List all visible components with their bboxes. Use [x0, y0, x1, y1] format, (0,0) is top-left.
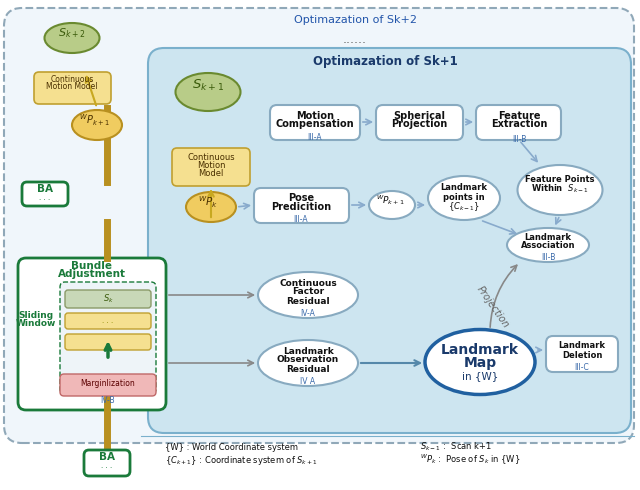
- Text: $^WP_k$: $^WP_k$: [198, 194, 218, 210]
- Text: Landmark: Landmark: [440, 183, 488, 193]
- Text: $S_{k}$: $S_{k}$: [102, 293, 113, 305]
- FancyBboxPatch shape: [476, 105, 561, 140]
- Text: Spherical: Spherical: [393, 111, 445, 121]
- Text: Optimazation of Sk+2: Optimazation of Sk+2: [294, 15, 417, 25]
- Text: . . .: . . .: [101, 463, 113, 469]
- Text: IV-A: IV-A: [301, 309, 316, 318]
- Text: $S_{k-1}$ :  Scan k+1: $S_{k-1}$ : Scan k+1: [420, 441, 492, 453]
- Text: BA: BA: [99, 452, 115, 462]
- FancyBboxPatch shape: [22, 182, 68, 206]
- FancyBboxPatch shape: [65, 334, 151, 350]
- Text: Association: Association: [521, 242, 575, 250]
- FancyBboxPatch shape: [60, 374, 156, 396]
- FancyBboxPatch shape: [18, 258, 166, 410]
- Text: Continuous: Continuous: [51, 75, 93, 84]
- Text: in {W}: in {W}: [462, 371, 498, 381]
- Text: Optimazation of Sk+1: Optimazation of Sk+1: [312, 55, 458, 69]
- FancyBboxPatch shape: [65, 290, 151, 308]
- Text: IV-B: IV-B: [100, 395, 115, 405]
- Text: Window: Window: [16, 318, 56, 327]
- Text: III-C: III-C: [575, 363, 589, 371]
- Text: Model: Model: [198, 169, 224, 177]
- Text: Residual: Residual: [286, 365, 330, 373]
- Text: III-A: III-A: [308, 132, 323, 142]
- Ellipse shape: [369, 191, 415, 219]
- FancyBboxPatch shape: [270, 105, 360, 140]
- Text: Continuous: Continuous: [279, 278, 337, 288]
- FancyBboxPatch shape: [84, 450, 130, 476]
- Text: $^WP_{k+1}$: $^WP_{k+1}$: [376, 193, 404, 207]
- Ellipse shape: [72, 110, 122, 140]
- Ellipse shape: [428, 176, 500, 220]
- Text: Compensation: Compensation: [276, 119, 355, 129]
- Text: points in: points in: [443, 193, 485, 201]
- Text: . . .: . . .: [102, 318, 114, 324]
- Ellipse shape: [45, 23, 99, 53]
- Text: III-A: III-A: [294, 216, 308, 224]
- Text: Motion: Motion: [196, 161, 225, 170]
- Text: Landmark: Landmark: [441, 343, 519, 357]
- Ellipse shape: [258, 272, 358, 318]
- FancyBboxPatch shape: [172, 148, 250, 186]
- Text: Marginlization: Marginlization: [81, 378, 136, 388]
- FancyBboxPatch shape: [4, 8, 634, 443]
- Ellipse shape: [518, 165, 602, 215]
- Text: $S_{k+2}$: $S_{k+2}$: [58, 26, 86, 40]
- Text: Adjustment: Adjustment: [58, 269, 126, 279]
- Text: {W} : World Coordinate system: {W} : World Coordinate system: [165, 442, 298, 451]
- Text: $\{C_{k-1}\}$: $\{C_{k-1}\}$: [448, 200, 480, 213]
- FancyBboxPatch shape: [65, 313, 151, 329]
- Text: Factor: Factor: [292, 288, 324, 296]
- Text: Continuous: Continuous: [187, 152, 235, 162]
- Text: Motion Model: Motion Model: [46, 82, 98, 92]
- Text: Projection: Projection: [475, 284, 511, 330]
- FancyBboxPatch shape: [546, 336, 618, 372]
- Text: Residual: Residual: [286, 296, 330, 305]
- FancyBboxPatch shape: [254, 188, 349, 223]
- Text: Motion: Motion: [296, 111, 334, 121]
- Text: BA: BA: [37, 184, 53, 194]
- Text: Extraction: Extraction: [491, 119, 547, 129]
- Text: Landmark: Landmark: [525, 232, 572, 242]
- Text: Bundle: Bundle: [72, 261, 113, 271]
- Text: Sliding: Sliding: [19, 311, 54, 319]
- Text: $^WP_{k+1}$: $^WP_{k+1}$: [79, 112, 109, 128]
- Ellipse shape: [258, 340, 358, 386]
- Text: Feature Points: Feature Points: [525, 175, 595, 185]
- Ellipse shape: [186, 192, 236, 222]
- Text: ......: ......: [343, 33, 367, 47]
- Text: Pose: Pose: [288, 193, 314, 203]
- Text: Deletion: Deletion: [562, 350, 602, 360]
- Text: Landmark: Landmark: [559, 342, 605, 350]
- Ellipse shape: [425, 329, 535, 394]
- Text: Projection: Projection: [391, 119, 447, 129]
- Text: $S_{k+1}$: $S_{k+1}$: [192, 77, 224, 93]
- Text: III-B: III-B: [512, 136, 526, 145]
- Text: Within  $S_{k-1}$: Within $S_{k-1}$: [531, 183, 589, 195]
- Text: III-B: III-B: [541, 253, 555, 263]
- Ellipse shape: [175, 73, 241, 111]
- FancyBboxPatch shape: [148, 48, 631, 433]
- Text: $\{C_{k+1}\}$ : Coordinate system of $S_{k+1}$: $\{C_{k+1}\}$ : Coordinate system of $S_…: [165, 454, 317, 466]
- Text: Observation: Observation: [277, 356, 339, 365]
- Text: . . .: . . .: [40, 195, 51, 201]
- Ellipse shape: [507, 228, 589, 262]
- Text: Predicition: Predicition: [271, 202, 331, 212]
- Text: $^WP_k$ :  Pose of $S_k$ in {W}: $^WP_k$ : Pose of $S_k$ in {W}: [420, 453, 520, 467]
- FancyBboxPatch shape: [60, 282, 156, 394]
- FancyBboxPatch shape: [376, 105, 463, 140]
- Text: Feature: Feature: [498, 111, 540, 121]
- FancyBboxPatch shape: [34, 72, 111, 104]
- Text: Map: Map: [463, 356, 497, 370]
- Text: Landmark: Landmark: [283, 346, 333, 356]
- Text: IV A: IV A: [300, 376, 316, 386]
